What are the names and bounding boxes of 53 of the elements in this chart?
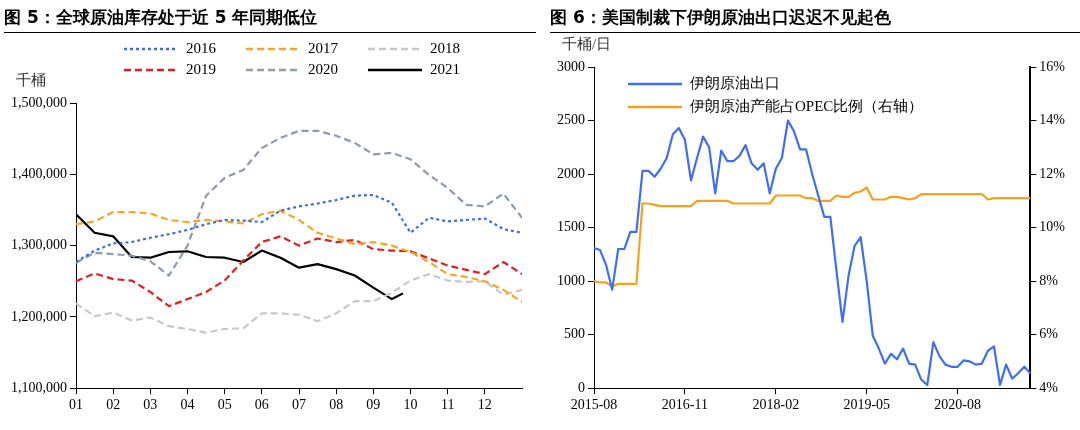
x-tick-label: 03 xyxy=(143,397,158,413)
y2-tick-label: 4% xyxy=(1039,379,1059,395)
x-tick-label: 02 xyxy=(106,397,121,413)
legend-label: 2021 xyxy=(430,61,460,78)
y-tick-label: 1000 xyxy=(557,272,585,288)
y-tick-label: 1,300,000 xyxy=(11,237,67,253)
legend-label: 伊朗原油产能占OPEC比例（右轴） xyxy=(690,97,924,116)
line-series xyxy=(76,273,522,334)
x-tick-label: 06 xyxy=(254,397,269,413)
x-tick-label: 2015-08 xyxy=(570,397,618,413)
x-tick-label: 04 xyxy=(180,397,195,413)
x-tick-label: 2020-08 xyxy=(934,397,981,413)
y-tick-label: 0 xyxy=(578,379,585,395)
y-tick-label: 1,200,000 xyxy=(11,308,67,324)
y2-tick-label: 16% xyxy=(1039,58,1066,74)
x-tick-label: 11 xyxy=(440,397,455,413)
y2-tick-label: 14% xyxy=(1039,112,1066,128)
legend-label: 2019 xyxy=(186,61,216,78)
y-tick-label: 2500 xyxy=(557,112,585,128)
y-tick-label: 1500 xyxy=(557,219,585,235)
x-tick-label: 08 xyxy=(329,397,344,413)
y2-tick-label: 10% xyxy=(1039,219,1066,235)
y2-tick-label: 6% xyxy=(1039,326,1059,342)
line-series xyxy=(76,235,522,308)
y-tick-label: 2000 xyxy=(557,165,585,181)
y-axis-title: 千桶 xyxy=(16,72,46,89)
x-tick-label: 2018-02 xyxy=(752,397,800,413)
y-tick-label: 3000 xyxy=(557,58,585,74)
x-tick-label: 05 xyxy=(217,397,232,413)
y-axis-title: 千桶/日 xyxy=(562,36,612,53)
x-tick-label: 09 xyxy=(366,397,381,413)
legend-label: 伊朗原油出口 xyxy=(690,74,780,93)
legend-label: 2018 xyxy=(430,40,460,57)
x-tick-label: 2019-05 xyxy=(843,397,891,413)
x-tick-label: 07 xyxy=(292,397,306,413)
y2-tick-label: 8% xyxy=(1039,272,1059,288)
y2-tick-label: 12% xyxy=(1039,165,1066,181)
legend-label: 2017 xyxy=(308,40,338,57)
chart-title: 图 6：美国制裁下伊朗原油出口迟迟不见起色 xyxy=(550,4,1080,33)
x-tick-label: 01 xyxy=(69,397,83,413)
line-series xyxy=(76,129,522,277)
y-tick-label: 1,500,000 xyxy=(11,94,67,110)
x-tick-label: 2016-11 xyxy=(661,397,708,413)
line-series xyxy=(76,209,522,304)
legend-label: 2016 xyxy=(186,40,216,57)
chart-title: 图 5：全球原油库存处于近 5 年同期低位 xyxy=(4,4,536,33)
x-tick-label: 10 xyxy=(403,397,418,413)
y-tick-label: 1,100,000 xyxy=(11,379,67,395)
y-tick-label: 1,400,000 xyxy=(11,165,67,181)
y-tick-label: 500 xyxy=(564,326,585,342)
x-tick-label: 12 xyxy=(477,397,492,413)
line-series xyxy=(76,193,522,264)
legend-label: 2020 xyxy=(308,61,338,78)
